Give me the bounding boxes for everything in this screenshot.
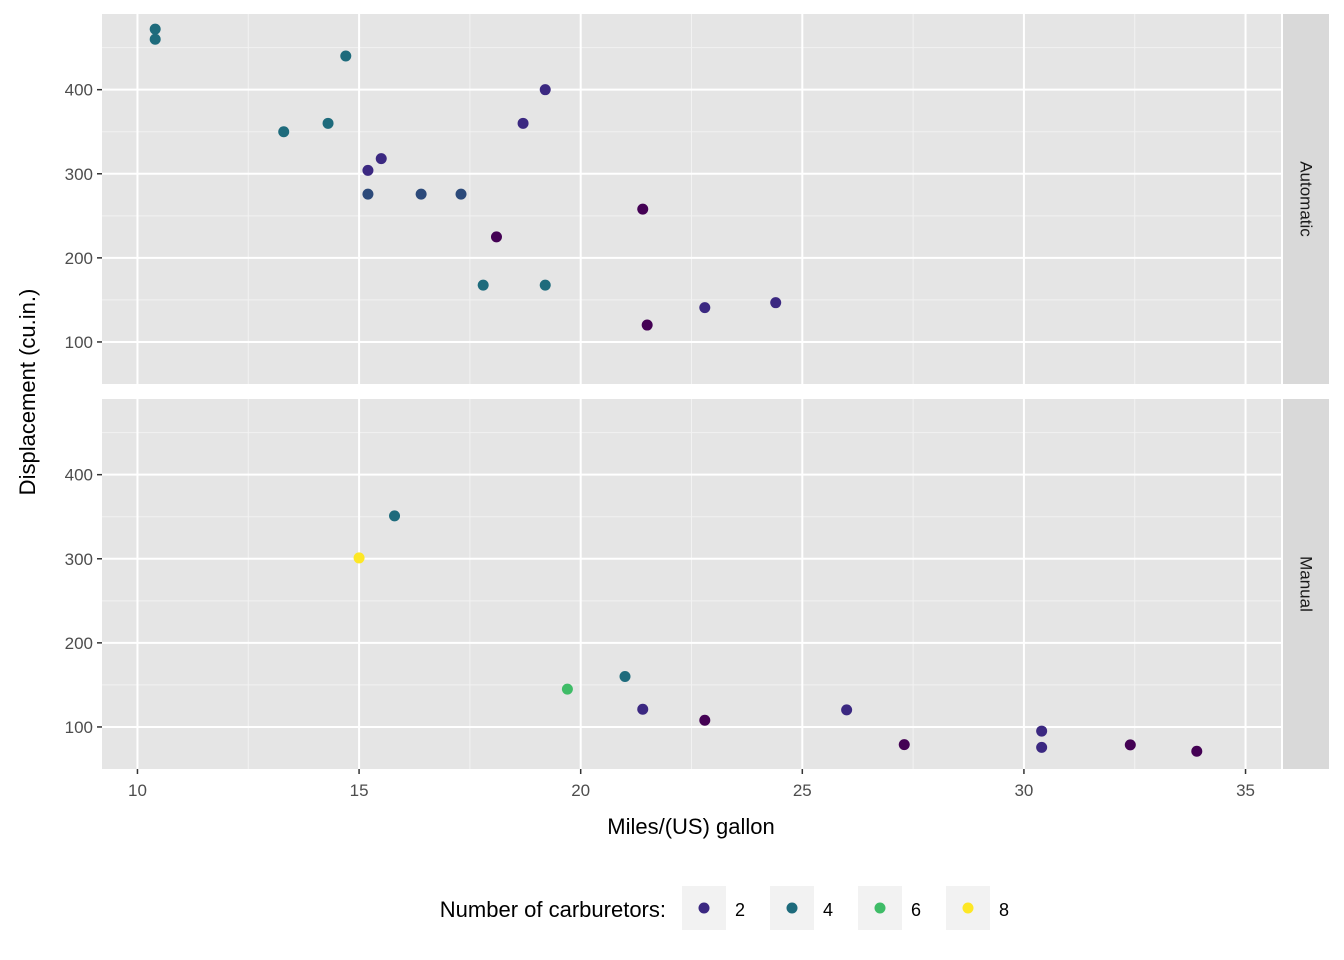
x-tick-label: 25 (793, 781, 812, 800)
x-tick-label: 10 (128, 781, 147, 800)
strip-label-automatic: Automatic (1297, 161, 1316, 237)
panels-layer: 100 200 300 400 Automatic 100 200 300 400 Manual 1… (65, 14, 1329, 800)
x-tick-label: 30 (1014, 781, 1033, 800)
strip-label-manual: Manual (1297, 556, 1316, 612)
legend-title: Number of carburetors: (440, 897, 666, 922)
data-point (322, 117, 334, 129)
data-point (362, 188, 374, 200)
legend-key-point (786, 902, 798, 914)
data-point (455, 188, 467, 200)
strip-background (1283, 14, 1329, 384)
data-point (362, 164, 374, 176)
data-point (1124, 739, 1136, 751)
y-tick-label: 300 (65, 165, 93, 184)
data-point (375, 153, 387, 165)
legend-label: 2 (735, 900, 745, 920)
data-point (1191, 745, 1203, 757)
legend-label: 6 (911, 900, 921, 920)
data-point (641, 319, 653, 331)
y-tick-label: 200 (65, 249, 93, 268)
legend-key-point (874, 902, 886, 914)
data-point (539, 84, 551, 96)
x-tick-label: 15 (350, 781, 369, 800)
data-point (517, 117, 529, 129)
legend: Number of carburetors: 2 4 6 8 (440, 886, 1009, 930)
data-point (353, 552, 365, 564)
data-point (1036, 725, 1048, 737)
data-point (619, 671, 631, 682)
data-point (340, 50, 352, 62)
y-axis-title: Displacement (cu.in.) (15, 289, 40, 496)
data-point (490, 231, 502, 243)
data-point (477, 279, 489, 291)
legend-key-point (698, 902, 710, 914)
legend-label: 4 (823, 900, 833, 920)
data-point (278, 126, 290, 138)
legend-entries: 2 4 6 8 (682, 886, 1009, 930)
data-point (149, 23, 161, 35)
y-tick-label: 100 (65, 333, 93, 352)
data-point (699, 302, 711, 314)
data-point (1036, 741, 1048, 753)
x-tick-label: 35 (1236, 781, 1255, 800)
legend-key-point (962, 902, 974, 914)
x-axis-title: Miles/(US) gallon (607, 814, 775, 839)
y-tick-label: 400 (65, 466, 93, 485)
data-point (149, 33, 161, 45)
data-point (637, 203, 649, 215)
data-point (898, 739, 910, 751)
data-point (637, 703, 649, 715)
data-point (415, 188, 427, 200)
x-tick-label: 20 (571, 781, 590, 800)
y-tick-label: 300 (65, 550, 93, 569)
data-point (539, 279, 551, 291)
data-point (770, 297, 782, 309)
strip-background (1283, 399, 1329, 769)
y-tick-label: 200 (65, 634, 93, 653)
data-point (389, 510, 401, 522)
data-point (699, 714, 711, 726)
data-point (561, 683, 573, 695)
y-tick-label: 400 (65, 81, 93, 100)
y-tick-label: 100 (65, 718, 93, 737)
data-point (841, 704, 853, 716)
legend-label: 8 (999, 900, 1009, 920)
